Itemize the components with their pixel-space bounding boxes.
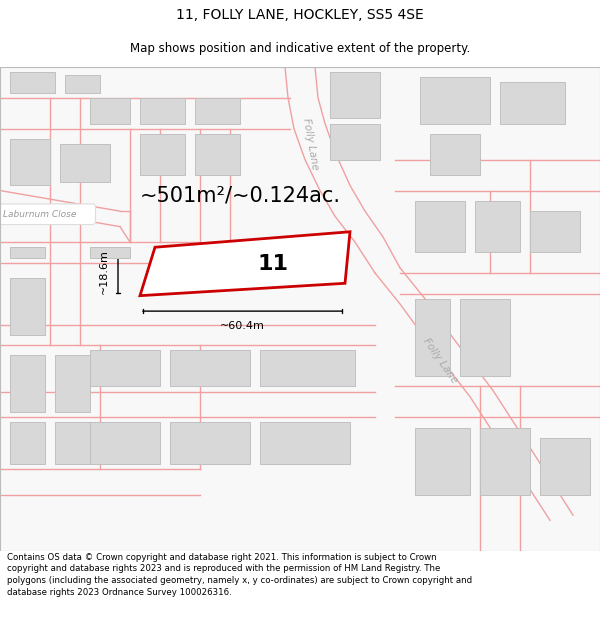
- Text: ~18.6m: ~18.6m: [99, 249, 109, 294]
- Polygon shape: [90, 350, 160, 386]
- Polygon shape: [10, 278, 45, 335]
- Polygon shape: [55, 356, 90, 412]
- Text: Map shows position and indicative extent of the property.: Map shows position and indicative extent…: [130, 42, 470, 54]
- Polygon shape: [90, 98, 130, 124]
- Polygon shape: [475, 201, 520, 252]
- Text: Folly Lane: Folly Lane: [301, 118, 319, 171]
- Polygon shape: [60, 144, 110, 182]
- Polygon shape: [170, 350, 250, 386]
- Polygon shape: [540, 438, 590, 494]
- Polygon shape: [10, 422, 45, 464]
- Polygon shape: [10, 139, 50, 186]
- Text: 11: 11: [257, 254, 288, 274]
- Polygon shape: [55, 422, 90, 464]
- Polygon shape: [330, 124, 380, 159]
- Polygon shape: [0, 67, 600, 551]
- Polygon shape: [90, 248, 130, 258]
- Polygon shape: [415, 428, 470, 494]
- Polygon shape: [500, 82, 565, 124]
- Polygon shape: [415, 201, 465, 252]
- Polygon shape: [65, 75, 100, 92]
- Polygon shape: [260, 350, 355, 386]
- Polygon shape: [90, 422, 160, 464]
- Polygon shape: [10, 72, 55, 92]
- Text: Folly Lane: Folly Lane: [421, 336, 459, 385]
- Polygon shape: [195, 98, 240, 124]
- Polygon shape: [420, 77, 490, 124]
- Polygon shape: [260, 422, 350, 464]
- Polygon shape: [460, 299, 510, 376]
- Polygon shape: [10, 248, 45, 258]
- Polygon shape: [140, 232, 350, 296]
- Polygon shape: [415, 299, 450, 376]
- Polygon shape: [330, 72, 380, 118]
- Text: ~60.4m: ~60.4m: [220, 321, 265, 331]
- Polygon shape: [140, 134, 185, 175]
- Text: Contains OS data © Crown copyright and database right 2021. This information is : Contains OS data © Crown copyright and d…: [7, 552, 472, 597]
- FancyBboxPatch shape: [0, 204, 95, 224]
- Polygon shape: [10, 356, 45, 412]
- Text: 11, FOLLY LANE, HOCKLEY, SS5 4SE: 11, FOLLY LANE, HOCKLEY, SS5 4SE: [176, 8, 424, 22]
- Text: ~501m²/~0.124ac.: ~501m²/~0.124ac.: [139, 186, 341, 206]
- Polygon shape: [480, 428, 530, 494]
- Polygon shape: [140, 98, 185, 124]
- Polygon shape: [195, 134, 240, 175]
- Polygon shape: [530, 211, 580, 252]
- Polygon shape: [430, 134, 480, 175]
- Polygon shape: [170, 422, 250, 464]
- Text: Laburnum Close: Laburnum Close: [4, 210, 77, 219]
